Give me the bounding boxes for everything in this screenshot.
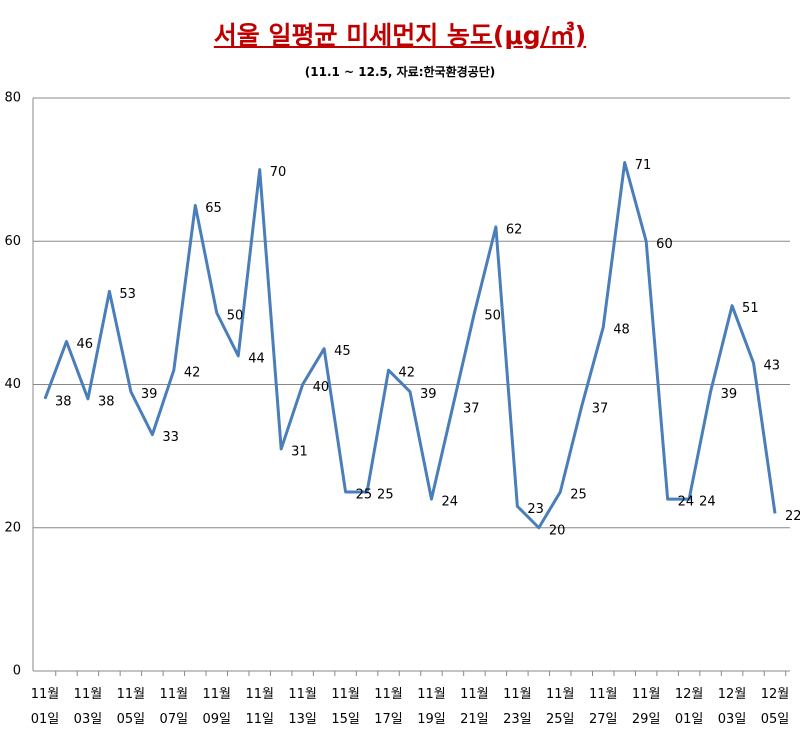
data-label: 46 [76,337,93,352]
x-tick-label: 11월 17일 [374,687,403,727]
data-label: 24 [678,495,695,510]
data-label: 38 [98,394,115,409]
data-label: 71 [635,158,652,173]
y-tick-label: 40 [4,377,21,392]
x-tick-label: 12월 03일 [717,687,747,727]
x-tick-label: 11월 15일 [331,687,360,727]
data-label: 50 [227,308,244,323]
data-label: 38 [55,394,72,409]
y-tick-label: 0 [13,664,21,679]
data-label: 42 [399,366,416,381]
x-tick-label: 11월 13일 [288,687,317,727]
x-tick-label: 12월 01일 [674,687,704,727]
data-label: 39 [141,387,158,402]
data-label: 50 [484,308,501,323]
x-tick-label: 11월 03일 [73,687,103,727]
y-tick-label: 80 [4,91,21,106]
x-tick-label: 11월 01일 [30,687,60,727]
data-label: 33 [162,430,179,445]
data-label: 25 [356,487,373,502]
data-label: 24 [699,495,716,510]
y-tick-label: 20 [4,520,21,535]
chart-title: 서울 일평균 미세먼지 농도(μg/㎥) [213,21,587,50]
x-tick-label: 11월 21일 [460,687,489,727]
x-tick-label: 11월 05일 [116,687,146,727]
data-label: 42 [184,366,201,381]
data-label: 31 [291,444,308,459]
x-tick-label: 12월 05일 [760,687,790,727]
chart-subtitle: (11.1 ~ 12.5, 자료:한국환경공단) [304,65,496,79]
data-label: 23 [527,502,544,517]
data-label: 60 [656,237,673,252]
data-label: 53 [119,287,136,302]
x-tick-label: 11월 29일 [631,687,661,727]
data-label: 25 [570,487,587,502]
y-tick-label: 60 [4,234,21,249]
data-line [43,160,777,530]
data-label: 20 [549,523,566,538]
data-label: 48 [613,323,630,338]
x-tick-label: 11월 27일 [588,687,618,727]
data-label: 45 [334,344,351,359]
data-label: 24 [441,495,458,510]
data-label: 43 [764,359,781,374]
x-tick-label: 11월 19일 [417,687,446,727]
data-label: 25 [377,487,394,502]
x-tick-label: 11월 25일 [546,687,575,727]
x-tick-label: 11월 07일 [159,687,189,727]
data-label: 44 [248,351,265,366]
data-label: 51 [742,301,759,316]
data-label: 65 [205,201,222,216]
data-label: 37 [463,401,480,416]
x-tick-label: 11월 11일 [245,687,274,727]
data-label: 22 [785,509,800,524]
x-tick-label: 11월 23일 [503,687,532,727]
data-label: 39 [420,387,437,402]
data-label: 39 [721,387,738,402]
data-label: 40 [313,380,330,395]
data-label: 37 [592,401,609,416]
data-label: 62 [506,222,523,237]
data-label: 70 [270,165,287,180]
x-tick-label: 11월 09일 [202,687,231,727]
